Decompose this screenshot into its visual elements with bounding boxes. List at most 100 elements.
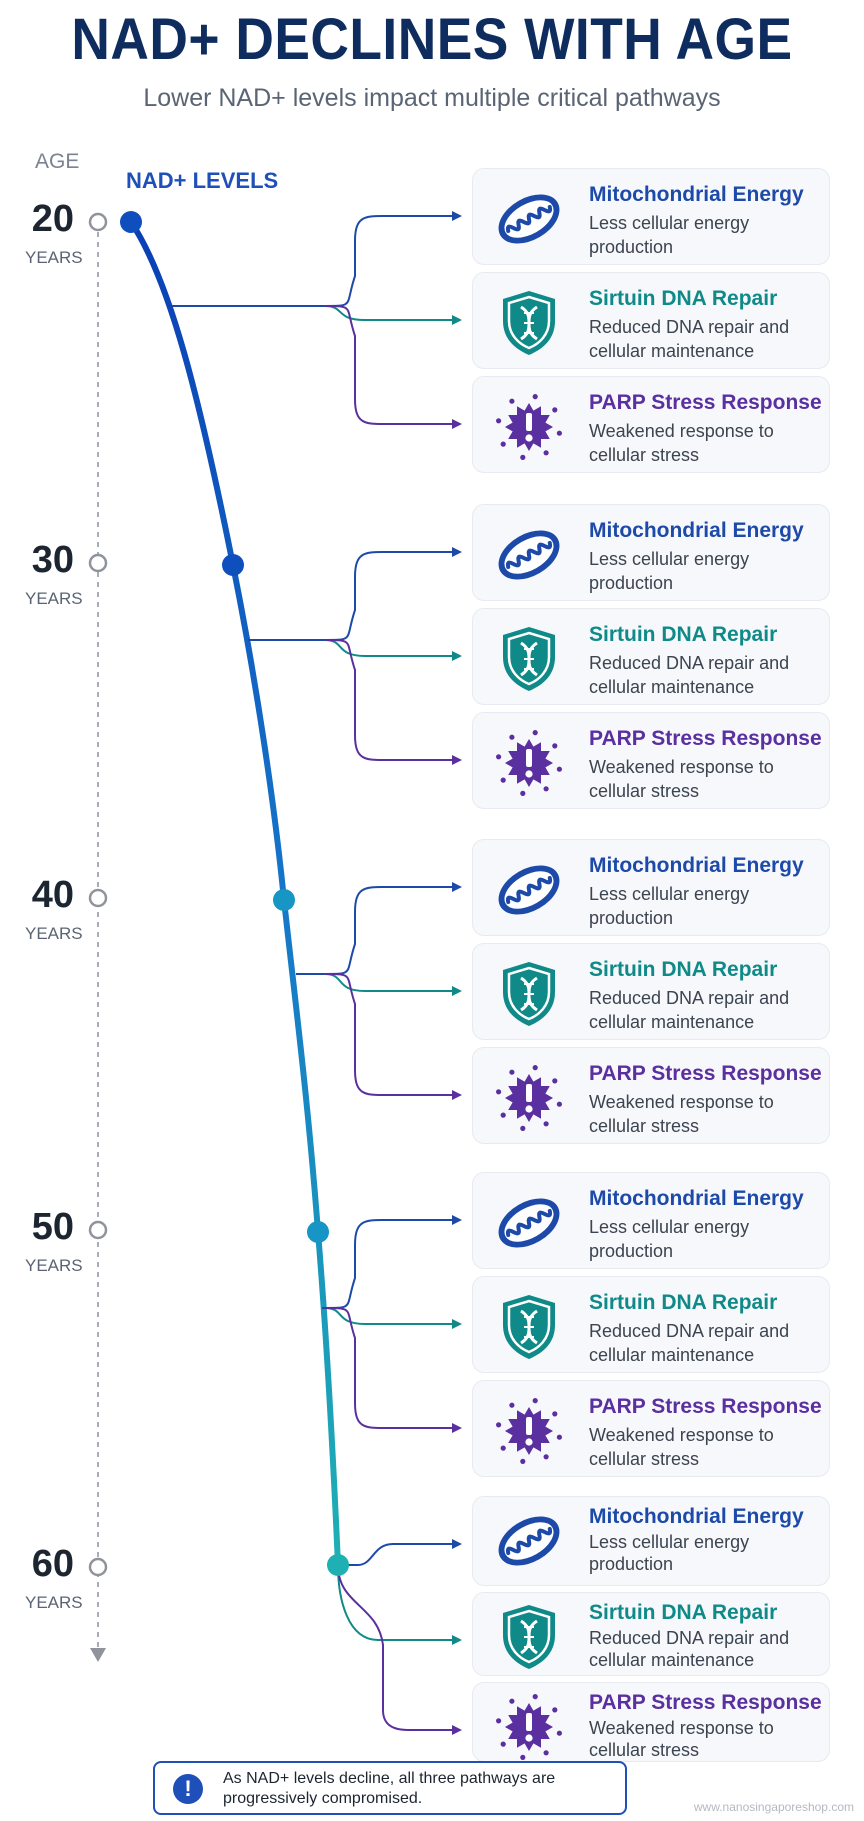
pathway-card-sirt-age-30: Sirtuin DNA Repair Reduced DNA repair and… [472,608,830,705]
mitochondria-icon [493,1187,565,1259]
pathway-title: Sirtuin DNA Repair [589,1291,778,1314]
pathway-description: Weakened response to cellular stress [589,757,774,801]
pathway-card-parp-age-20: PARP Stress Response Weakened response to… [472,376,830,473]
pathway-description: Less cellular energy production [589,549,750,593]
pathway-card-sirt-age-60: Sirtuin DNA Repair Reduced DNA repair and… [472,1592,830,1676]
age-marker-30 [88,553,108,573]
age-label-40: 40 [31,874,74,916]
stress-burst-icon [493,1691,565,1763]
pathway-title: PARP Stress Response [589,1395,822,1418]
nad-point-age-20 [120,211,142,233]
dna-shield-icon [493,287,565,359]
nad-point-age-40 [273,889,295,911]
age-axis-arrow [90,1648,106,1662]
age-column-header: AGE [35,150,80,173]
pathway-title: PARP Stress Response [589,727,822,750]
pathway-description: Reduced DNA repair and cellular maintena… [589,988,790,1032]
stress-burst-icon [493,727,565,799]
page-subtitle: Lower NAD+ levels impact multiple critic… [143,84,721,112]
pathway-title: PARP Stress Response [589,391,822,414]
nad-point-age-30 [222,554,244,576]
branch-arrow-parp [337,1564,462,1735]
dna-shield-icon [493,1291,565,1363]
pathway-description: Reduced DNA repair and cellular maintena… [589,1321,790,1365]
pathway-card-sirt-age-40: Sirtuin DNA Repair Reduced DNA repair and… [472,943,830,1040]
dna-shield-icon [493,623,565,695]
branch-arrow-mito [324,1215,462,1309]
branch-arrow-sirt [337,1564,462,1645]
pathway-title: Sirtuin DNA Repair [589,287,778,310]
age-marker-40 [88,888,108,908]
watermark: www.nanosingaporeshop.com [693,1800,854,1814]
branch-arrow-parp [324,639,462,765]
pathway-title: Sirtuin DNA Repair [589,958,778,981]
nad-levels-header: NAD+ LEVELS [126,168,279,193]
pathway-card-parp-age-40: PARP Stress Response Weakened response to… [472,1047,830,1144]
pathway-card-mito-age-50: Mitochondrial Energy Less cellular energy… [472,1172,830,1269]
pathway-description: Weakened response to cellular stress [589,1718,774,1760]
age-unit-label: YEARS [25,1256,83,1275]
age-marker-60 [88,1557,108,1577]
pathway-card-parp-age-30: PARP Stress Response Weakened response to… [472,712,830,809]
dna-shield-icon [493,1601,565,1673]
pathway-card-sirt-age-20: Sirtuin DNA Repair Reduced DNA repair and… [472,272,830,369]
pathway-card-sirt-age-50: Sirtuin DNA Repair Reduced DNA repair and… [472,1276,830,1373]
pathway-title: PARP Stress Response [589,1691,822,1714]
pathway-description: Less cellular energy production [589,884,750,928]
stress-burst-icon [493,1062,565,1134]
mitochondria-icon [493,519,565,591]
pathway-title: Mitochondrial Energy [589,854,804,877]
branch-arrow-parp [324,305,462,429]
branch-arrow-parp [324,1307,462,1433]
pathway-card-mito-age-30: Mitochondrial Energy Less cellular energy… [472,504,830,601]
pathway-card-mito-age-60: Mitochondrial Energy Less cellular energy… [472,1496,830,1586]
pathway-title: Mitochondrial Energy [589,1505,804,1528]
pathway-title: Mitochondrial Energy [589,1187,804,1210]
pathway-card-mito-age-20: Mitochondrial Energy Less cellular energy… [472,168,830,265]
pathway-description: Weakened response to cellular stress [589,1425,774,1469]
age-unit-label: YEARS [25,1593,83,1612]
pathway-card-parp-age-60: PARP Stress Response Weakened response to… [472,1682,830,1762]
age-unit-label: YEARS [25,924,83,943]
page-title: NAD+ DECLINES WITH AGE [71,7,793,72]
age-marker-20 [88,212,108,232]
pathway-title: Mitochondrial Energy [589,183,804,206]
age-label-50: 50 [31,1206,74,1248]
stress-burst-icon [493,1395,565,1467]
mitochondria-icon [493,183,565,255]
pathway-description: Reduced DNA repair and cellular maintena… [589,653,790,697]
pathway-description: Weakened response to cellular stress [589,421,774,465]
pathway-title: Sirtuin DNA Repair [589,1601,778,1624]
stress-burst-icon [493,391,565,463]
exclamation-icon: ! [173,1774,203,1804]
pathway-description: Less cellular energy production [589,1217,750,1261]
branch-arrow-mito [324,882,462,975]
pathway-card-mito-age-40: Mitochondrial Energy Less cellular energy… [472,839,830,936]
mitochondria-icon [493,1505,565,1577]
pathway-description: Weakened response to cellular stress [589,1092,774,1136]
age-unit-label: YEARS [25,248,83,267]
branch-arrow-mito [324,211,462,307]
nad-point-age-50 [307,1221,329,1243]
branch-arrow-parp [324,973,462,1100]
age-marker-50 [88,1220,108,1240]
pathway-description: Reduced DNA repair and cellular maintena… [589,1628,790,1670]
age-unit-label: YEARS [25,589,83,608]
age-label-60: 60 [31,1543,74,1585]
summary-note-text: As NAD+ levels decline, all three pathwa… [223,1770,556,1807]
dna-shield-icon [493,958,565,1030]
mitochondria-icon [493,854,565,926]
pathway-title: Mitochondrial Energy [589,519,804,542]
age-label-20: 20 [31,198,74,240]
age-label-30: 30 [31,539,74,581]
nad-point-age-60 [327,1554,349,1576]
pathway-title: PARP Stress Response [589,1062,822,1085]
branch-arrow-mito [324,547,462,641]
summary-note: ! As NAD+ levels decline, all three path… [153,1761,627,1815]
pathway-description: Reduced DNA repair and cellular maintena… [589,317,790,361]
pathway-card-parp-age-50: PARP Stress Response Weakened response to… [472,1380,830,1477]
pathway-description: Less cellular energy production [589,1532,750,1574]
pathway-title: Sirtuin DNA Repair [589,623,778,646]
branch-arrow-mito [338,1539,462,1566]
